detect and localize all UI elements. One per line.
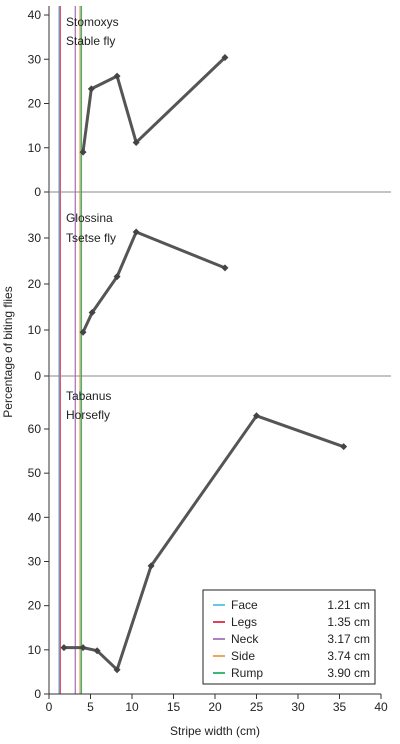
data-point-marker [79,644,87,652]
data-point-marker [79,328,87,336]
x-tick-label: 15 [167,700,181,714]
y-tick-label: 30 [28,52,42,66]
data-point-marker [221,53,229,61]
y-tick-label: 10 [28,323,42,337]
panel-common-name-label: Horsefly [66,408,110,422]
y-tick-label: 10 [28,141,42,155]
legend-label: Side [231,649,255,663]
y-tick-label: 0 [34,369,41,383]
x-tick-label: 30 [291,700,305,714]
legend-value: 3.90 cm [327,666,370,680]
y-tick-label: 30 [28,231,42,245]
y-tick-label: 40 [28,510,42,524]
data-point-marker [113,666,121,674]
legend-value: 1.21 cm [327,598,370,612]
data-point-marker [132,138,140,146]
data-point-marker [113,72,121,80]
axes: 0 5 10 15 20 25 30 35 40 0 10 20 30 40 0 10 20 30 0 10 20 30 4… [28,6,391,714]
panel-species-label: Glossina [66,211,113,225]
series-line-glossina [81,230,226,333]
legend-value: 1.35 cm [327,615,370,629]
data-point-marker [60,644,68,652]
data-point-marker [88,309,96,317]
y-axis-title: Percentage of biting flies [1,286,15,417]
x-tick-label: 20 [208,700,222,714]
reference-lines [58,6,83,694]
y-tick-label: 20 [28,599,42,613]
data-point-marker [147,562,155,570]
legend-value: 3.17 cm [327,632,370,646]
legend-label: Neck [231,632,259,646]
panel-species-label: Tabanus [66,389,111,403]
data-point-marker [221,264,229,272]
labels: Stripe width (cm) Percentage of biting fl… [1,15,260,738]
y-tick-label: 0 [34,185,41,199]
legend-box [202,589,376,685]
y-tick-label: 20 [28,97,42,111]
x-axis-title: Stripe width (cm) [170,724,260,738]
y-tick-label: 50 [28,466,42,480]
data-point-marker [93,647,101,655]
legend-label: Rump [231,666,263,680]
y-tick-label: 60 [28,422,42,436]
y-tick-label: 40 [28,8,42,22]
panel-common-name-label: Stable fly [66,34,115,48]
data-point-marker [113,273,121,281]
y-tick-label: 20 [28,277,42,291]
panel-species-label: Stomoxys [66,15,119,29]
x-tick-label: 10 [125,700,139,714]
y-tick-label: 0 [34,687,41,701]
legend-label: Legs [231,615,257,629]
data-point-marker [132,228,140,236]
legend-value: 3.74 cm [327,649,370,663]
data-point-marker [87,85,95,93]
panel-common-name-label: Tsetse fly [66,231,116,245]
series-line-stomoxys [81,56,227,153]
data-point-marker [79,148,87,156]
x-tick-label: 0 [46,700,53,714]
data-point-marker [253,412,260,420]
x-tick-label: 25 [250,700,264,714]
x-tick-label: 40 [374,700,388,714]
y-tick-label: 30 [28,555,42,569]
data-point-marker [340,443,348,451]
data-series [60,53,348,674]
x-tick-label: 5 [87,700,94,714]
x-tick-label: 35 [333,700,347,714]
y-tick-label: 10 [28,643,42,657]
legend: Face 1.21 cm Legs 1.35 cm Neck 3.17 cm Side 3.7… [202,589,376,685]
legend-label: Face [231,598,258,612]
